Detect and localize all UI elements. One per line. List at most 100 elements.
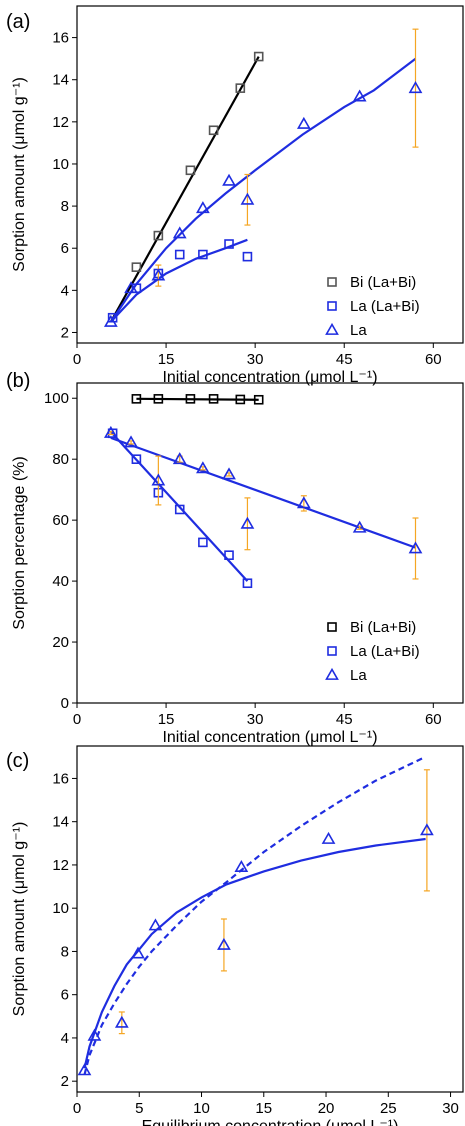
x-axis-label: Initial concentration (μmol L⁻¹) <box>162 729 377 746</box>
series-bi-la-bi <box>131 51 264 272</box>
legend-label: La (La+Bi) <box>350 298 420 315</box>
y-axis-label: Sorption percentage (%) <box>11 456 28 629</box>
x-tick-label: 15 <box>158 351 175 368</box>
data-point <box>148 918 163 931</box>
x-axis-label: Equilibrium concentration (μmol L⁻¹) <box>142 1118 399 1126</box>
data-point <box>172 226 187 239</box>
y-tick-label: 0 <box>61 695 69 712</box>
y-tick-label: 14 <box>52 72 69 89</box>
data-point <box>222 173 236 186</box>
data-point <box>352 520 367 533</box>
data-point <box>208 125 219 136</box>
x-axis-label: Initial concentration (μmol L⁻¹) <box>162 369 377 386</box>
x-tick-label: 45 <box>336 711 353 728</box>
data-point <box>235 394 246 405</box>
data-point <box>185 394 196 404</box>
legend: Bi (La+Bi) La (La+Bi) La <box>325 274 420 339</box>
fit-line-solid <box>109 57 417 323</box>
legend-label: La <box>350 667 367 684</box>
data-point <box>222 467 236 480</box>
panel-label: (a) <box>6 11 30 33</box>
series-la <box>103 425 423 580</box>
x-tick-label: 0 <box>73 351 81 368</box>
legend-label: La <box>350 322 367 339</box>
legend-label: Bi (La+Bi) <box>350 274 416 291</box>
data-point <box>242 578 253 589</box>
panel-label: (c) <box>6 750 29 772</box>
data-point <box>224 239 234 249</box>
data-point <box>131 262 142 272</box>
data-point <box>224 550 234 560</box>
data-point <box>408 541 423 554</box>
legend-marker <box>327 301 337 311</box>
x-tick-label: 0 <box>73 711 81 728</box>
x-tick-label: 30 <box>247 711 264 728</box>
data-point <box>151 473 166 486</box>
y-tick-label: 60 <box>52 512 69 529</box>
fit-line-dashed <box>83 755 427 1075</box>
data-point <box>352 89 367 102</box>
x-tick-label: 0 <box>73 1100 81 1117</box>
data-point <box>172 452 187 465</box>
data-point <box>242 251 253 262</box>
data-point <box>153 394 164 404</box>
data-point <box>217 937 231 950</box>
y-tick-label: 2 <box>61 1073 69 1090</box>
y-tick-label: 16 <box>52 30 69 47</box>
fit-line-solid <box>83 837 426 1069</box>
legend: Bi (La+Bi) La (La+Bi) La <box>325 619 420 684</box>
legend-label: Bi (La+Bi) <box>350 619 416 636</box>
chart-panel-b: (b) 0 15 30 45 60 0 20 40 60 80 100 Initial concentr… <box>6 370 464 746</box>
data-point <box>234 859 249 873</box>
data-point <box>235 83 246 93</box>
data-point <box>153 230 164 241</box>
y-tick-label: 12 <box>52 857 69 874</box>
legend-marker <box>327 277 337 287</box>
y-tick-label: 20 <box>52 634 69 651</box>
y-tick-label: 4 <box>61 1030 69 1047</box>
legend-marker <box>325 322 339 335</box>
data-point <box>240 192 255 205</box>
y-tick-label: 4 <box>61 282 69 299</box>
legend-label: La (La+Bi) <box>350 643 420 660</box>
y-tick-label: 40 <box>52 573 69 590</box>
data-point <box>198 537 208 548</box>
data-point <box>240 516 255 529</box>
data-point <box>321 831 336 844</box>
plot-frame <box>76 382 464 704</box>
panel-label: (b) <box>6 370 30 392</box>
data-point <box>124 435 138 448</box>
data-point <box>124 281 138 294</box>
x-tick-label: 45 <box>336 351 353 368</box>
data-point <box>196 201 210 214</box>
data-point <box>296 116 311 129</box>
data-point <box>196 461 210 474</box>
y-tick-label: 14 <box>52 814 69 831</box>
data-point <box>131 394 142 404</box>
data-point <box>103 314 118 327</box>
data-point <box>131 454 142 464</box>
y-tick-label: 6 <box>61 987 69 1004</box>
data-point <box>408 81 423 94</box>
x-tick-label: 30 <box>247 351 264 368</box>
fit-line-solid <box>109 238 248 323</box>
legend-marker <box>327 646 337 656</box>
data-point <box>114 1015 129 1028</box>
y-axis-label: Sorption amount (μmol g⁻¹) <box>11 77 28 272</box>
x-tick-label: 10 <box>193 1100 210 1117</box>
data-point <box>131 946 145 959</box>
data-point <box>296 496 311 509</box>
y-tick-label: 2 <box>61 324 69 341</box>
y-tick-label: 6 <box>61 240 69 257</box>
data-point <box>87 1028 102 1041</box>
legend-marker <box>327 622 337 632</box>
fit-line-solid <box>110 436 416 549</box>
x-tick-label: 60 <box>425 351 442 368</box>
x-tick-label: 60 <box>425 711 442 728</box>
plot-frame <box>76 745 464 1093</box>
y-tick-label: 100 <box>44 390 69 407</box>
data-point <box>174 249 185 260</box>
data-point <box>77 1063 92 1076</box>
x-tick-label: 25 <box>380 1100 397 1117</box>
